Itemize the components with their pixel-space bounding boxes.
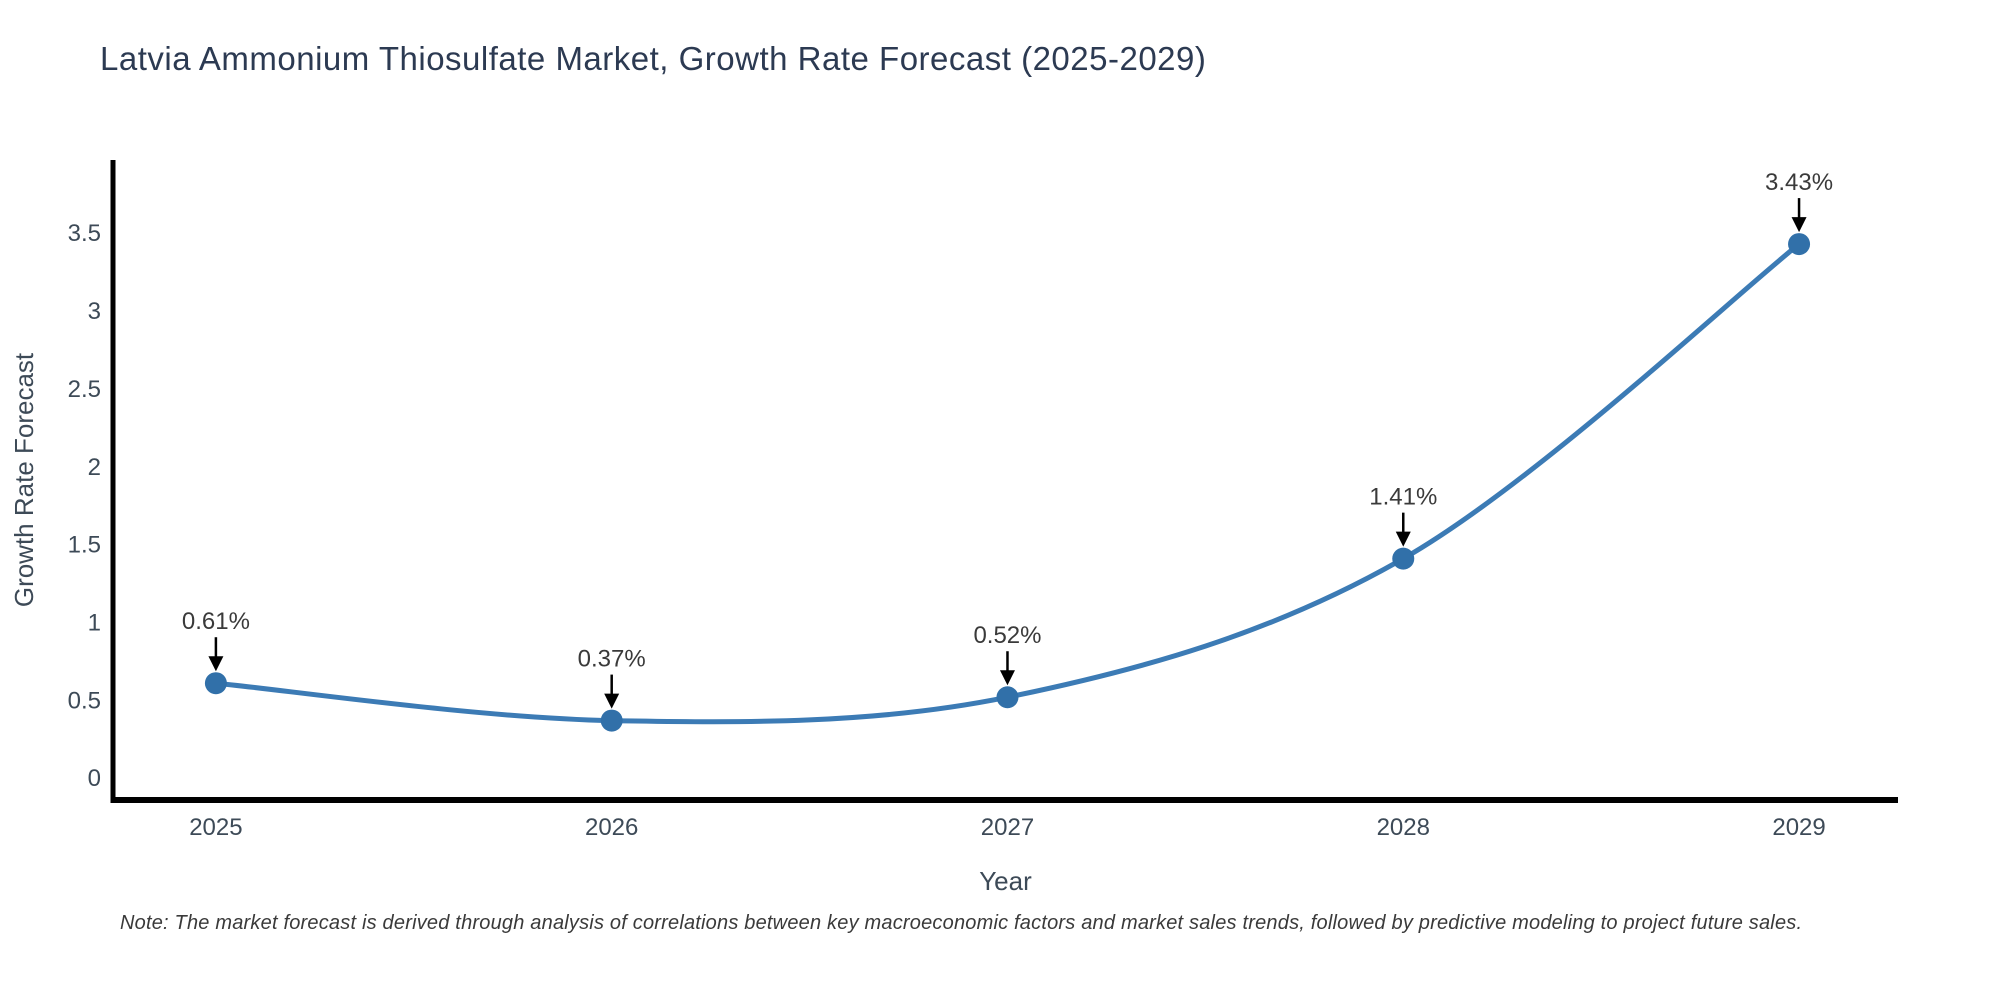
chart-title: Latvia Ammonium Thiosulfate Market, Grow… — [100, 40, 1207, 77]
data-point-marker — [1788, 233, 1811, 256]
annotation-label: 1.41% — [1369, 484, 1437, 511]
x-tick-label: 2026 — [585, 814, 638, 841]
y-tick-label: 0 — [88, 765, 101, 792]
annotation-arrow-head — [208, 656, 224, 672]
y-tick-label: 1 — [88, 609, 101, 636]
y-tick-label: 3.5 — [68, 220, 101, 247]
annotation-label: 3.43% — [1765, 169, 1833, 196]
y-tick-label: 2 — [88, 454, 101, 481]
y-tick-label: 2.5 — [68, 376, 101, 403]
data-point-marker — [996, 686, 1019, 709]
annotation-arrow-head — [1395, 531, 1411, 547]
x-tick-label: 2029 — [1772, 814, 1825, 841]
x-tick-label: 2028 — [1377, 814, 1430, 841]
annotation-label: 0.52% — [973, 622, 1041, 649]
y-tick-label: 3 — [88, 298, 101, 325]
x-tick-label: 2027 — [981, 814, 1034, 841]
data-point-marker — [1392, 547, 1415, 570]
footnote: Note: The market forecast is derived thr… — [120, 912, 1803, 934]
annotation-arrow-head — [604, 693, 620, 709]
y-axis-title: Growth Rate Forecast — [9, 352, 39, 607]
series-line — [213, 241, 1802, 725]
annotation-arrow-head — [1791, 217, 1807, 233]
y-tick-label: 1.5 — [68, 532, 101, 559]
data-point-marker — [600, 709, 623, 732]
data-point-marker — [204, 672, 227, 695]
y-tick-label: 0.5 — [68, 687, 101, 714]
annotation-label: 0.37% — [578, 646, 646, 673]
annotation-label: 0.61% — [182, 608, 250, 635]
x-axis-title: Year — [979, 866, 1032, 896]
x-tick-label: 2025 — [189, 814, 242, 841]
annotation-arrow-head — [999, 670, 1015, 686]
